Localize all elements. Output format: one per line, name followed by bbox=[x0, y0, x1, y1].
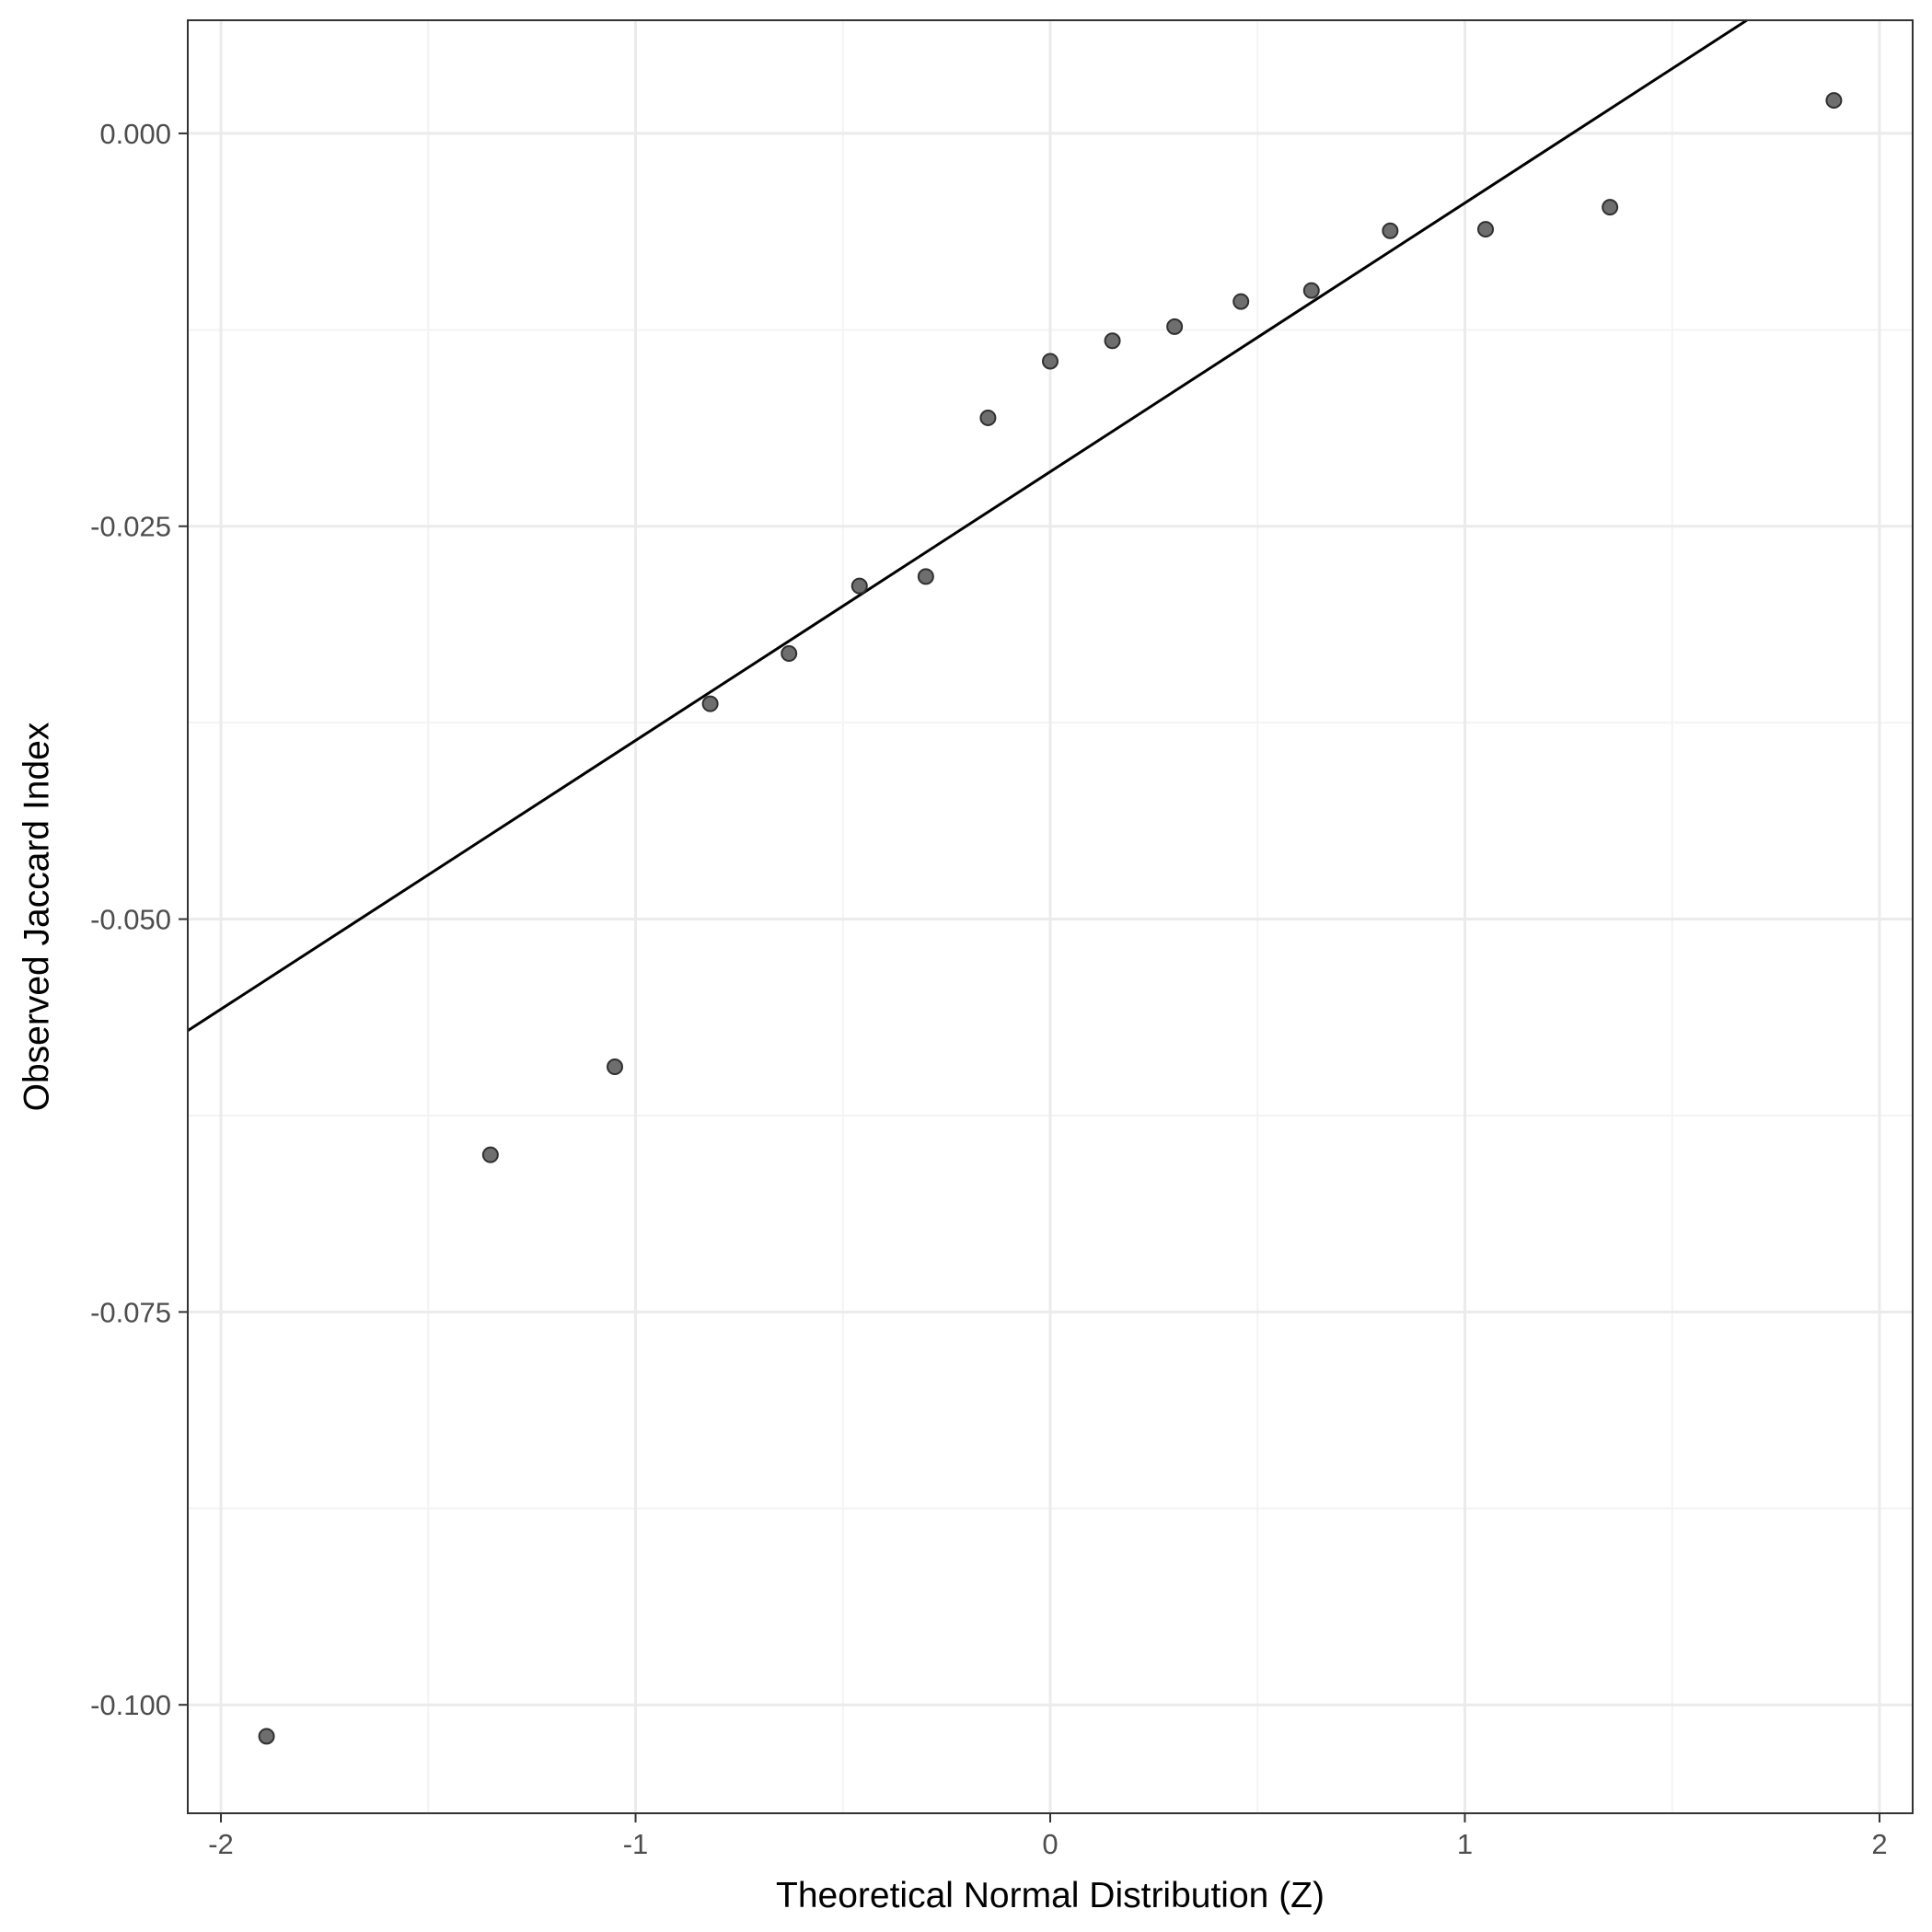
data-point bbox=[850, 577, 868, 595]
qq-reference-line bbox=[187, 18, 1748, 1033]
data-point bbox=[481, 1146, 499, 1163]
y-tick-label: 0.000 bbox=[99, 118, 171, 150]
data-point bbox=[701, 695, 719, 712]
x-axis-title: Theoretical Normal Distribution (Z) bbox=[776, 1876, 1325, 1915]
data-point bbox=[917, 568, 934, 585]
grid-major bbox=[188, 20, 1913, 1813]
x-tick-label: -1 bbox=[623, 1828, 649, 1860]
y-tick-label: -0.025 bbox=[90, 511, 171, 543]
x-axis: -2 -1 0 1 2 bbox=[208, 1813, 1888, 1860]
y-axis-title: Observed Jaccard Index bbox=[17, 722, 56, 1111]
x-tick-label: -2 bbox=[208, 1828, 234, 1860]
reference-line-layer bbox=[187, 18, 1748, 1033]
data-point bbox=[1042, 353, 1059, 370]
data-point bbox=[1166, 318, 1184, 335]
y-tick-label: -0.075 bbox=[90, 1296, 171, 1328]
x-tick-label: 1 bbox=[1457, 1828, 1473, 1860]
data-point bbox=[1382, 222, 1399, 239]
data-point bbox=[1602, 199, 1619, 216]
data-point bbox=[1104, 332, 1121, 350]
y-axis: 0.000 -0.025 -0.050 -0.075 -0.100 bbox=[90, 118, 188, 1721]
points-layer bbox=[258, 92, 1843, 1745]
data-point bbox=[1232, 293, 1250, 310]
x-tick-label: 2 bbox=[1871, 1828, 1887, 1860]
data-point bbox=[258, 1728, 275, 1745]
data-point bbox=[1302, 282, 1320, 299]
y-tick-label: -0.100 bbox=[90, 1689, 171, 1721]
x-tick-label: 0 bbox=[1042, 1828, 1058, 1860]
data-point bbox=[606, 1059, 623, 1076]
data-point bbox=[1825, 92, 1843, 110]
y-tick-label: -0.050 bbox=[90, 904, 171, 936]
data-point bbox=[1477, 221, 1495, 238]
data-point bbox=[781, 645, 798, 663]
data-point bbox=[979, 409, 997, 426]
